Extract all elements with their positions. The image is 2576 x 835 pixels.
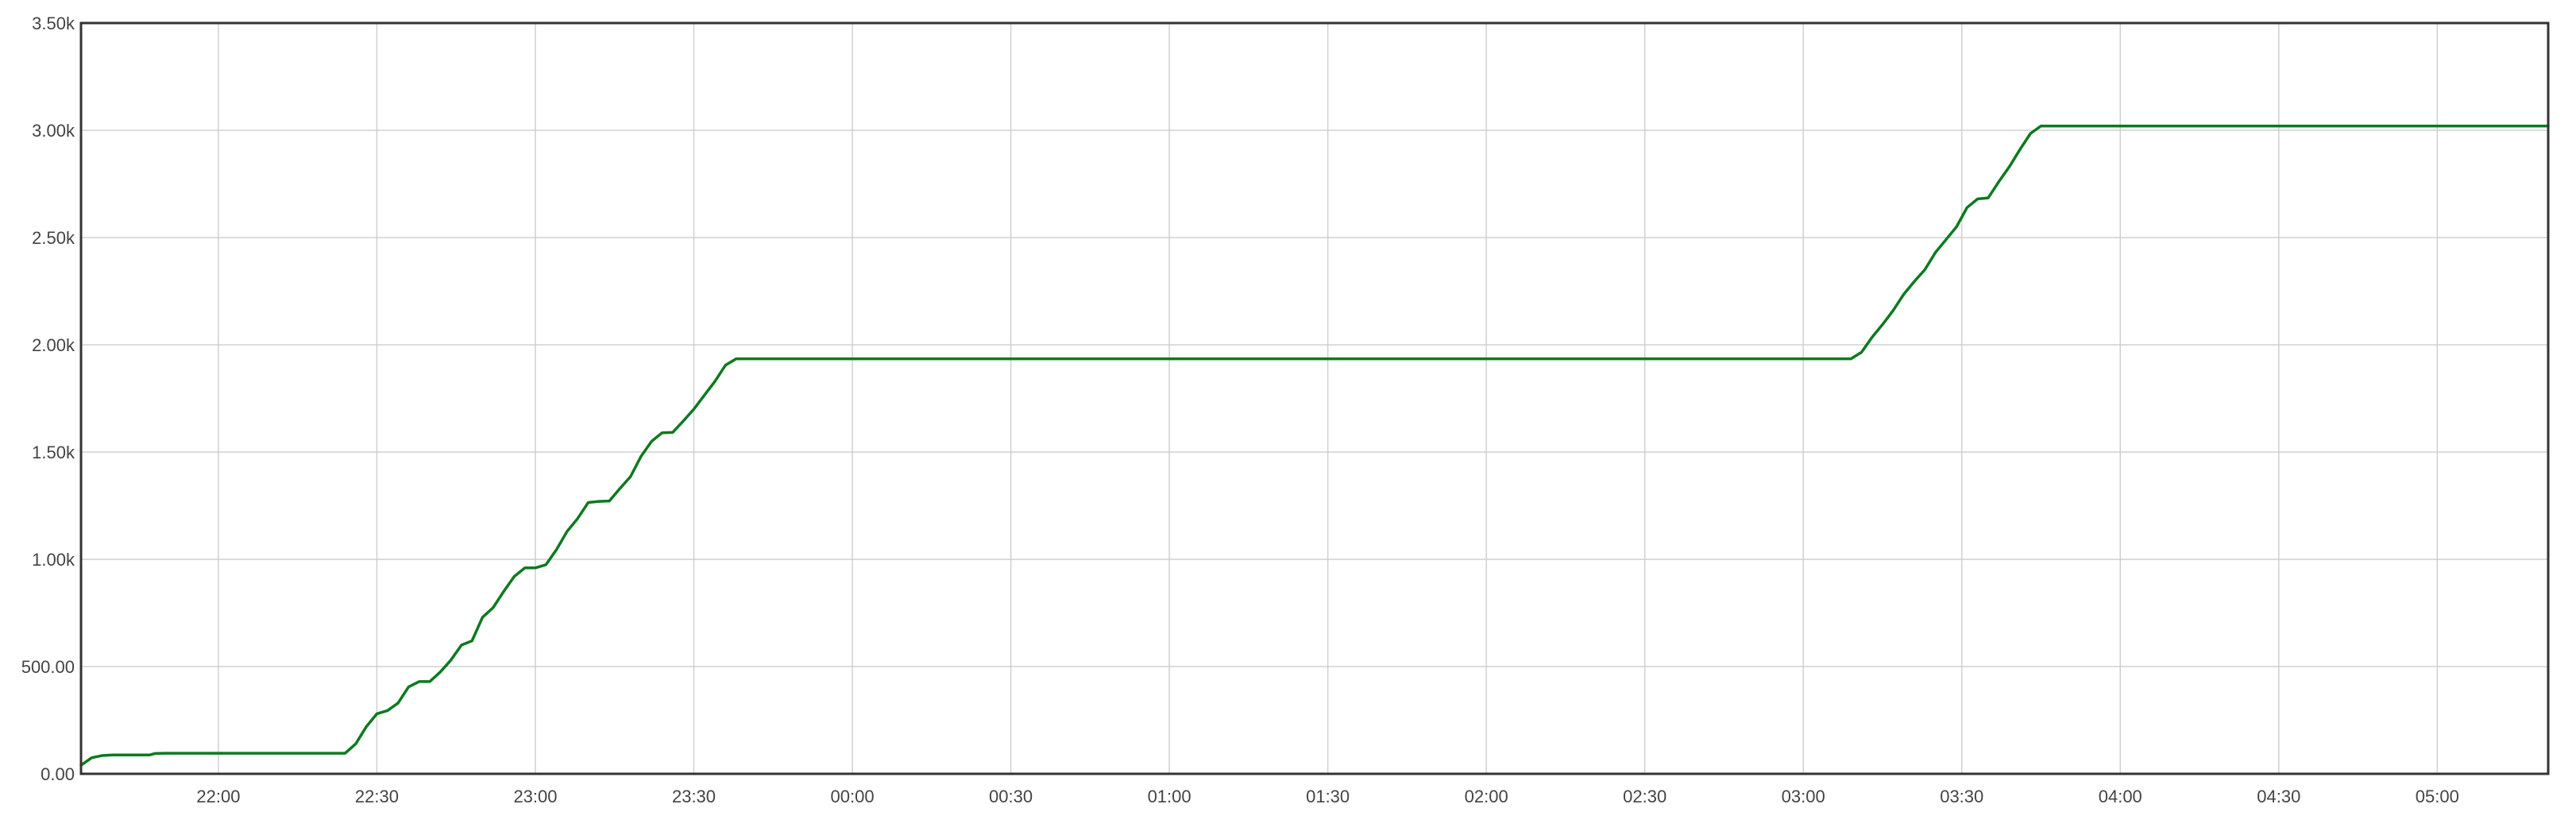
x-tick-label: 04:00 — [2099, 787, 2142, 806]
x-tick-label: 04:30 — [2257, 787, 2300, 806]
x-gridlines — [218, 23, 2439, 774]
x-axis-tick-labels: 22:00 22:30 23:00 23:30 00:00 00:30 01:00 01:30… — [196, 787, 2458, 806]
x-tick-label: 23:00 — [513, 787, 557, 806]
x-tick-label: 02:30 — [1623, 787, 1666, 806]
series-layer — [79, 124, 2550, 767]
x-tick-label: 22:00 — [196, 787, 240, 806]
y-axis-tick-labels: 0.00 500.00 1.00k 1.50k 2.00k 2.50k 3.00k 3.50k — [21, 14, 75, 784]
x-tick-label: 02:00 — [1465, 787, 1508, 806]
y-tick-label: 2.50k — [32, 228, 75, 248]
y-tick-label: 3.00k — [32, 121, 75, 141]
y-tick-label: 500.00 — [21, 657, 75, 677]
y-tick-label: 3.50k — [32, 14, 75, 33]
y-tick-label: 2.00k — [32, 335, 75, 355]
x-tick-label: 01:30 — [1306, 787, 1350, 806]
x-tick-label: 03:00 — [1782, 787, 1825, 806]
plot-area-frame — [79, 21, 2550, 775]
y-tick-label: 1.50k — [32, 443, 75, 462]
y-tick-label: 1.00k — [32, 550, 75, 570]
x-tick-label: 23:30 — [672, 787, 716, 806]
x-tick-label: 01:00 — [1148, 787, 1191, 806]
x-tick-label: 00:30 — [989, 787, 1033, 806]
x-tick-label: 03:30 — [1940, 787, 1983, 806]
x-tick-label: 22:30 — [355, 787, 399, 806]
x-tick-label: 05:00 — [2416, 787, 2459, 806]
y-tick-label: 0.00 — [41, 764, 75, 784]
series-line-0 — [79, 124, 2550, 767]
x-tick-label: 00:00 — [831, 787, 875, 806]
